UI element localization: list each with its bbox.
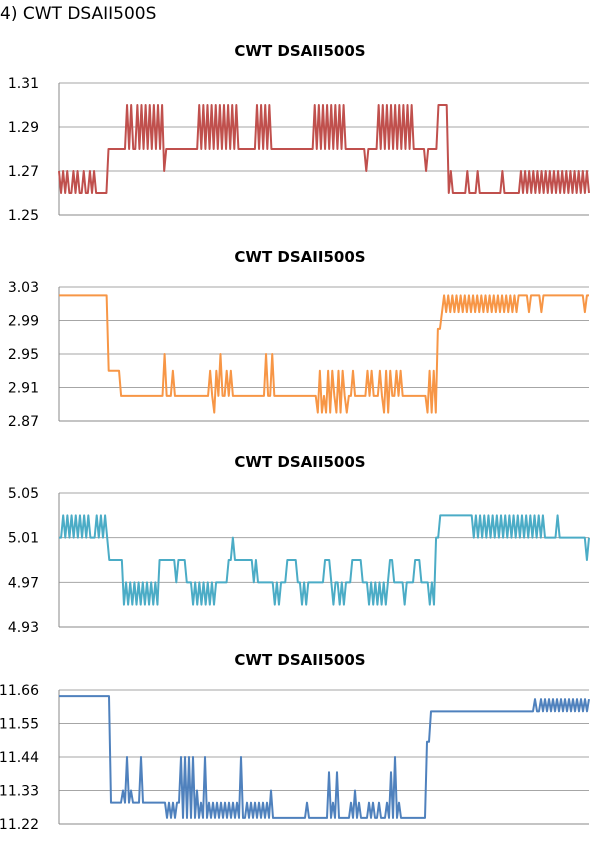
y-tick-label: 2.87 <box>8 414 39 430</box>
y-tick-label: 3.03 <box>8 280 39 296</box>
chart-4: CWT DSAII500S 11.22 11.33 11.44 11.55 11.66 <box>0 651 590 833</box>
y-tick-label: 5.05 <box>8 486 39 502</box>
page-heading: 4) CWT DSAII500S <box>0 4 157 24</box>
series-line <box>58 104 590 194</box>
y-tick-label: 11.55 <box>0 717 39 733</box>
y-tick-label: 1.25 <box>8 208 39 224</box>
series-line <box>59 514 590 606</box>
y-tick-label: 11.44 <box>0 750 39 766</box>
y-tick-label: 11.66 <box>0 683 39 699</box>
chart-3: CWT DSAII500S 4.93 4.97 5.01 5.05 <box>8 453 590 636</box>
y-tick-label: 2.99 <box>8 314 39 330</box>
y-tick-label: 4.97 <box>8 575 39 591</box>
y-tick-label: 1.29 <box>8 120 39 136</box>
y-tick-label: 1.27 <box>8 164 39 180</box>
y-tick-label: 4.93 <box>8 620 39 636</box>
chart-2: CWT DSAII500S 2.87 2.91 2.95 2.99 3.03 <box>8 248 589 430</box>
y-tick-label: 11.22 <box>0 817 39 833</box>
chart-title: CWT DSAII500S <box>234 248 365 266</box>
y-tick-label: 2.95 <box>8 347 39 363</box>
y-tick-label: 11.33 <box>0 784 39 800</box>
y-tick-label: 2.91 <box>8 381 39 397</box>
y-tick-label: 1.31 <box>8 76 39 92</box>
series-line <box>59 695 590 819</box>
chart-title: CWT DSAII500S <box>234 42 365 60</box>
chart-1: CWT DSAII500S 1.25 1.27 1.29 1.31 <box>8 42 590 224</box>
chart-title: CWT DSAII500S <box>234 651 365 669</box>
y-tick-label: 5.01 <box>8 531 39 547</box>
series-line <box>59 294 589 414</box>
chart-title: CWT DSAII500S <box>234 453 365 471</box>
